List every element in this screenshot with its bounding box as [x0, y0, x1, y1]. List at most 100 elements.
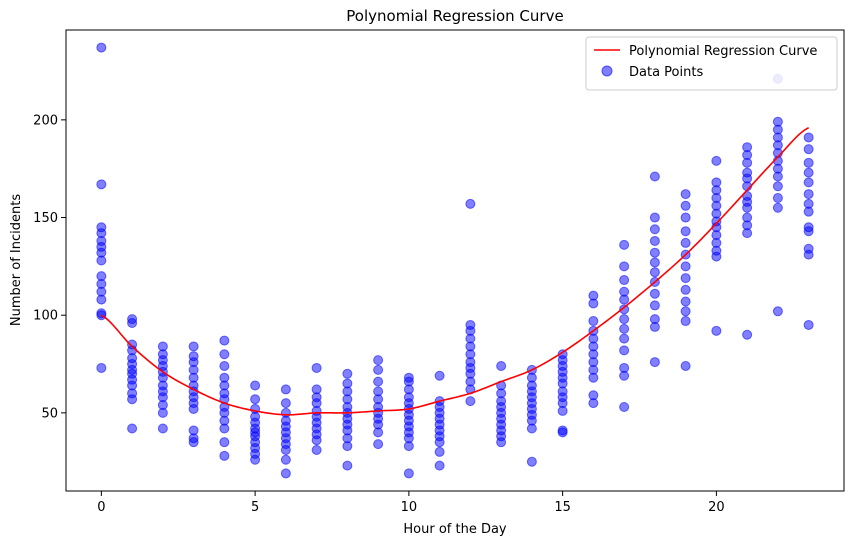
- data-point: [96, 294, 107, 305]
- data-point: [373, 355, 384, 366]
- data-point: [280, 468, 291, 479]
- data-point: [96, 179, 107, 190]
- data-point: [803, 206, 814, 217]
- data-point: [742, 202, 753, 213]
- legend-label-points: Data Points: [629, 65, 703, 80]
- data-point: [219, 450, 230, 461]
- data-point: [742, 329, 753, 340]
- data-point: [96, 362, 107, 373]
- data-point: [680, 284, 691, 295]
- data-point: [680, 296, 691, 307]
- plot-area: [96, 42, 814, 479]
- axis-ticks: 0 5 10 15 20 50 100 150 200: [33, 113, 724, 515]
- data-point: [588, 298, 599, 309]
- data-point: [526, 456, 537, 467]
- data-point: [342, 368, 353, 379]
- data-point: [649, 288, 660, 299]
- data-point: [803, 226, 814, 237]
- data-point: [711, 325, 722, 336]
- data-point: [711, 251, 722, 262]
- data-point: [588, 316, 599, 327]
- data-point: [803, 319, 814, 330]
- y-tick-label: 100: [33, 309, 58, 324]
- data-point: [403, 468, 414, 479]
- y-tick-label: 200: [33, 113, 58, 128]
- data-point: [342, 441, 353, 452]
- data-point: [557, 427, 568, 438]
- data-point: [711, 155, 722, 166]
- data-point: [96, 42, 107, 53]
- data-point: [342, 460, 353, 471]
- data-point: [680, 189, 691, 200]
- data-point: [803, 144, 814, 155]
- data-point: [619, 314, 630, 325]
- data-point: [373, 439, 384, 450]
- data-point: [250, 454, 261, 465]
- data-point: [772, 202, 783, 213]
- data-point: [649, 212, 660, 223]
- data-point: [311, 435, 322, 446]
- data-point: [434, 460, 445, 471]
- legend-label-curve: Polynomial Regression Curve: [629, 44, 817, 59]
- data-point: [373, 364, 384, 375]
- data-point: [772, 181, 783, 192]
- data-point: [649, 300, 660, 311]
- data-point: [742, 157, 753, 168]
- data-point: [373, 427, 384, 438]
- legend-point-swatch: [601, 65, 613, 77]
- data-point: [403, 441, 414, 452]
- data-point: [188, 403, 199, 414]
- data-point: [619, 333, 630, 344]
- data-point: [219, 423, 230, 434]
- data-point: [619, 239, 630, 250]
- data-point: [127, 423, 138, 434]
- data-point: [280, 454, 291, 465]
- data-point: [619, 370, 630, 381]
- data-point: [496, 437, 507, 448]
- data-point: [250, 380, 261, 391]
- data-point: [311, 362, 322, 373]
- legend: Polynomial Regression Curve Data Points: [585, 36, 838, 91]
- data-point: [772, 192, 783, 203]
- data-point: [649, 171, 660, 182]
- data-point: [280, 398, 291, 409]
- data-point: [434, 446, 445, 457]
- data-point: [680, 237, 691, 248]
- x-tick-label: 15: [554, 500, 571, 515]
- data-point: [280, 444, 291, 455]
- legend-box: [585, 36, 838, 91]
- data-point: [772, 171, 783, 182]
- y-tick-label: 50: [41, 406, 58, 421]
- data-point: [680, 306, 691, 317]
- data-point: [803, 132, 814, 143]
- data-point: [649, 224, 660, 235]
- data-point: [188, 437, 199, 448]
- plot-frame: [65, 29, 845, 492]
- x-tick-label: 10: [401, 500, 418, 515]
- data-point: [465, 198, 476, 209]
- data-point: [619, 323, 630, 334]
- data-point: [649, 257, 660, 268]
- data-point: [557, 405, 568, 416]
- data-point: [649, 321, 660, 332]
- data-point: [434, 437, 445, 448]
- data-point: [619, 345, 630, 356]
- data-point: [588, 398, 599, 409]
- data-point: [803, 189, 814, 200]
- x-tick-label: 0: [97, 500, 105, 515]
- x-axis-label: Hour of the Day: [403, 522, 507, 537]
- data-point: [588, 372, 599, 383]
- data-point: [311, 444, 322, 455]
- data-point: [157, 423, 168, 434]
- data-point: [157, 407, 168, 418]
- data-point: [619, 402, 630, 412]
- data-point: [434, 370, 445, 381]
- data-point: [680, 261, 691, 272]
- data-point: [772, 306, 783, 317]
- data-point: [219, 437, 230, 448]
- data-point: [619, 261, 630, 272]
- data-point: [373, 376, 384, 387]
- regression-curve: [100, 126, 810, 416]
- chart-title: Polynomial Regression Curve: [346, 7, 563, 25]
